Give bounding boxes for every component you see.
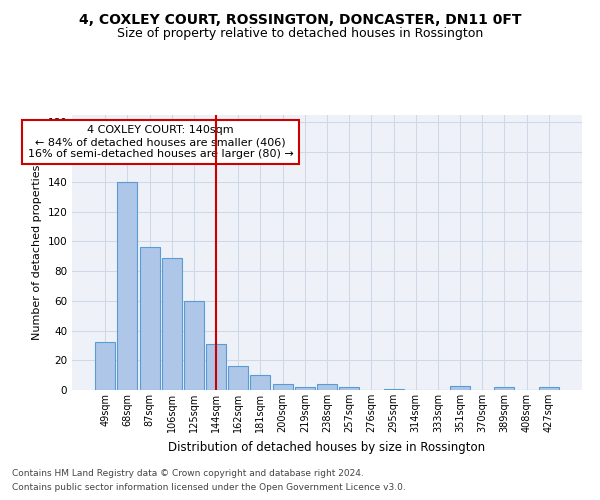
Y-axis label: Number of detached properties: Number of detached properties bbox=[32, 165, 42, 340]
Bar bbox=[140, 248, 160, 390]
X-axis label: Distribution of detached houses by size in Rossington: Distribution of detached houses by size … bbox=[169, 440, 485, 454]
Bar bbox=[339, 387, 359, 390]
Text: 4 COXLEY COURT: 140sqm
← 84% of detached houses are smaller (406)
16% of semi-de: 4 COXLEY COURT: 140sqm ← 84% of detached… bbox=[28, 126, 293, 158]
Text: Contains public sector information licensed under the Open Government Licence v3: Contains public sector information licen… bbox=[12, 484, 406, 492]
Bar bbox=[95, 342, 115, 390]
Bar bbox=[118, 182, 137, 390]
Text: Contains HM Land Registry data © Crown copyright and database right 2024.: Contains HM Land Registry data © Crown c… bbox=[12, 468, 364, 477]
Bar bbox=[539, 387, 559, 390]
Bar bbox=[383, 388, 404, 390]
Text: 4, COXLEY COURT, ROSSINGTON, DONCASTER, DN11 0FT: 4, COXLEY COURT, ROSSINGTON, DONCASTER, … bbox=[79, 12, 521, 26]
Bar bbox=[295, 387, 315, 390]
Bar bbox=[250, 375, 271, 390]
Bar bbox=[162, 258, 182, 390]
Bar bbox=[272, 384, 293, 390]
Bar bbox=[184, 301, 204, 390]
Text: Size of property relative to detached houses in Rossington: Size of property relative to detached ho… bbox=[117, 28, 483, 40]
Bar bbox=[206, 344, 226, 390]
Bar bbox=[317, 384, 337, 390]
Bar bbox=[450, 386, 470, 390]
Bar bbox=[228, 366, 248, 390]
Bar bbox=[494, 387, 514, 390]
